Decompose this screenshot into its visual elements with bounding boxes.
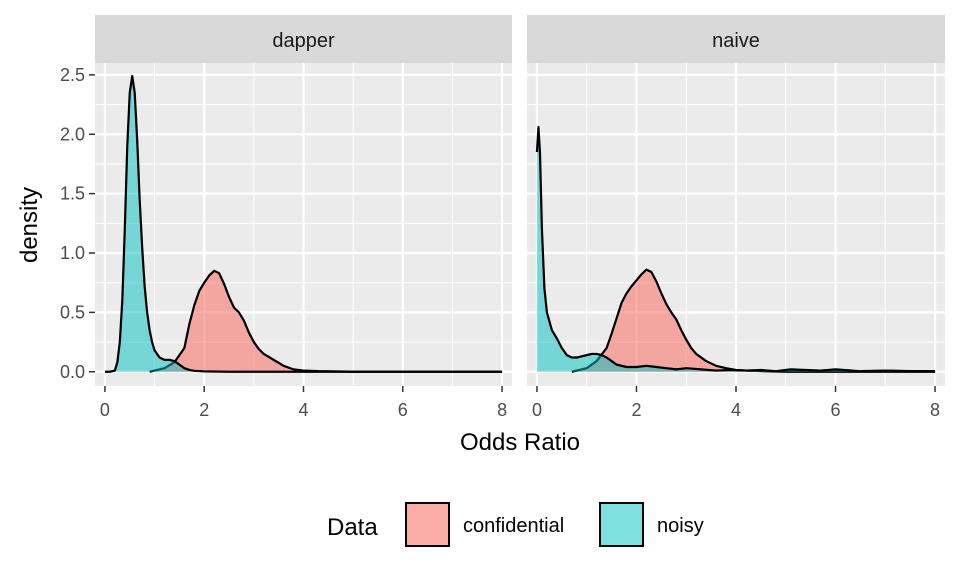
legend-title: Data bbox=[327, 514, 378, 541]
x-tick-label: 2 bbox=[631, 400, 641, 420]
y-tick-label: 0.5 bbox=[60, 302, 85, 322]
y-tick-label: 2.5 bbox=[60, 65, 85, 85]
legend-label-noisy: noisy bbox=[657, 515, 704, 537]
facet-strip bbox=[95, 15, 512, 63]
y-tick-label: 1.5 bbox=[60, 184, 85, 204]
facet-panel-dapper: dapper 0 2 4 6 8 0.0 0.5 1.0 1.5 2.0 2.5 bbox=[60, 15, 512, 420]
density-line-noisy bbox=[104, 74, 503, 373]
facet-strip-label: dapper bbox=[272, 30, 335, 52]
x-axis-title: Odds Ratio bbox=[460, 429, 580, 456]
facet-panels: dapper 0 2 4 6 8 0.0 0.5 1.0 1.5 2.0 2.5 naive 0 2 4 6 8 bbox=[60, 15, 945, 420]
x-tick-label: 4 bbox=[731, 400, 741, 420]
x-tick-label: 2 bbox=[199, 400, 209, 420]
x-tick-label: 4 bbox=[298, 400, 308, 420]
x-tick-label: 8 bbox=[930, 400, 940, 420]
x-tick-label: 8 bbox=[497, 400, 507, 420]
legend-key-confidential bbox=[405, 502, 450, 547]
legend-key-noisy bbox=[599, 502, 644, 547]
facet-panel-naive: naive 0 2 4 6 8 bbox=[527, 15, 945, 420]
legend-label-confidential: confidential bbox=[463, 515, 564, 537]
density-area-confidential bbox=[149, 270, 503, 372]
density-area-noisy bbox=[104, 76, 503, 372]
x-tick-label: 0 bbox=[532, 400, 542, 420]
facet-strip-label: naive bbox=[712, 30, 760, 52]
y-tick-label: 0.0 bbox=[60, 362, 85, 382]
density-line-noisy bbox=[535, 126, 936, 373]
legend: Data confidential noisy bbox=[327, 502, 704, 547]
y-tick-label: 1.0 bbox=[60, 243, 85, 263]
x-tick-label: 6 bbox=[831, 400, 841, 420]
y-tick-label: 2.0 bbox=[60, 124, 85, 144]
density-area-confidential bbox=[571, 269, 936, 372]
facet-strip bbox=[527, 15, 945, 63]
y-axis-title: density bbox=[16, 187, 43, 263]
x-tick-label: 6 bbox=[398, 400, 408, 420]
x-tick-label: 0 bbox=[100, 400, 110, 420]
